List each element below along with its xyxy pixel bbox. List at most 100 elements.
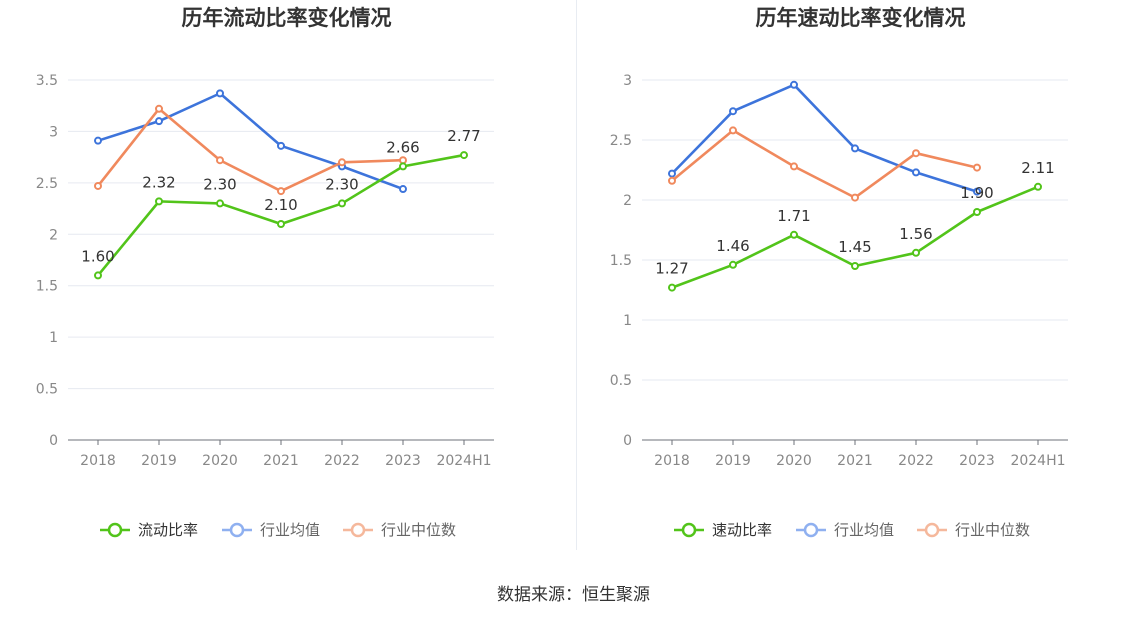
data-point: [912, 248, 920, 257]
data-point: [216, 156, 224, 165]
data-point: [912, 168, 920, 177]
data-point: [790, 80, 798, 89]
data-point: [277, 141, 285, 150]
legend-marker: [229, 522, 245, 538]
data-point: [155, 117, 163, 126]
legend-marker: [803, 522, 819, 538]
quick-ratio-plot: 0 0.5 1 1.5 2 2.5 3 2018 2019 2020 2021 2022 2023 202…: [610, 73, 1068, 539]
data-label: 1.27: [655, 260, 688, 278]
data-point: [277, 220, 285, 228]
data-point: [912, 149, 920, 158]
series-line: [97, 92, 404, 191]
y-tick-label: 1.5: [36, 279, 58, 295]
data-point: [338, 158, 346, 167]
legend-label: 行业中位数: [381, 521, 456, 539]
y-tick-label: 2: [623, 193, 632, 209]
data-point: [790, 162, 798, 171]
x-tick-label: 2019: [715, 453, 751, 469]
y-tick-label: 2: [49, 227, 58, 243]
data-label: 2.30: [203, 175, 236, 193]
x-tick-label: 2018: [80, 453, 116, 469]
data-label: 2.11: [1021, 159, 1054, 177]
x-tick-label: 2024H1: [1010, 453, 1065, 469]
data-point: [94, 181, 102, 190]
data-label: 2.32: [142, 173, 175, 191]
y-tick-label: 0.5: [36, 382, 58, 398]
data-label: 1.60: [81, 247, 114, 265]
data-point: [668, 176, 676, 185]
legend-marker: [107, 522, 123, 538]
y-tick-label: 2.5: [610, 133, 632, 149]
x-tick-label: 2019: [141, 453, 177, 469]
legend-item: 流动比率: [100, 521, 198, 539]
data-point: [460, 151, 468, 160]
series-line: [671, 129, 978, 199]
y-tick-label: 0.5: [610, 373, 632, 389]
data-point: [399, 185, 407, 194]
data-point: [399, 162, 407, 171]
legend-item: 行业均值: [222, 521, 320, 539]
legend-label: 流动比率: [138, 521, 198, 539]
data-point: [729, 107, 737, 116]
data-label: 1.56: [899, 225, 932, 243]
x-tick-label: 2023: [385, 453, 421, 469]
x-tick-label: 2023: [959, 453, 995, 469]
x-tick-label: 2018: [654, 453, 690, 469]
data-source: 数据来源：恒生聚源: [497, 585, 650, 605]
data-point: [338, 199, 346, 208]
legend-label: 速动比率: [712, 521, 772, 539]
y-tick-label: 0: [623, 433, 632, 449]
data-point: [94, 271, 102, 280]
data-point: [1034, 182, 1042, 191]
x-tick-label: 2020: [202, 453, 238, 469]
legend-label: 行业中位数: [955, 521, 1030, 539]
quick-ratio-chart: 历年速动比率变化情况 0 0.5 1 1.5 2 2.5 3 2018 2019 2020 2021…: [574, 0, 1147, 560]
data-point: [277, 187, 285, 196]
y-tick-label: 3: [623, 73, 632, 89]
data-label: 1.71: [777, 207, 810, 225]
legend-marker: [681, 522, 697, 538]
legend-item: 速动比率: [674, 521, 772, 539]
data-point: [851, 193, 859, 202]
legend-label: 行业均值: [260, 521, 320, 539]
series-line: [671, 83, 978, 193]
data-point: [729, 260, 737, 269]
chart-title: 历年速动比率变化情况: [755, 6, 966, 30]
data-point: [668, 169, 676, 178]
x-tick-label: 2022: [324, 453, 360, 469]
data-label: 2.66: [386, 138, 419, 156]
data-point: [216, 199, 224, 208]
data-label: 2.30: [325, 175, 358, 193]
data-point: [973, 208, 981, 216]
data-label: 2.77: [447, 127, 480, 145]
data-point: [94, 136, 102, 145]
y-tick-label: 1: [623, 313, 632, 329]
x-tick-label: 2024H1: [436, 453, 491, 469]
y-tick-label: 1: [49, 330, 58, 346]
data-point: [668, 283, 676, 292]
data-label: 2.10: [264, 196, 297, 214]
y-tick-label: 1.5: [610, 253, 632, 269]
legend-item: 行业中位数: [917, 521, 1030, 539]
data-label: 1.46: [716, 237, 749, 255]
data-label: 1.45: [838, 238, 871, 256]
legend-item: 行业中位数: [343, 521, 456, 539]
data-point: [973, 163, 981, 172]
y-tick-label: 3: [49, 124, 58, 140]
data-point: [399, 156, 407, 165]
legend-marker: [924, 522, 940, 538]
legend-label: 行业均值: [834, 521, 894, 539]
data-point: [973, 187, 981, 196]
x-tick-label: 2021: [263, 453, 299, 469]
x-tick-label: 2020: [776, 453, 812, 469]
data-point: [729, 126, 737, 135]
legend-marker: [350, 522, 366, 538]
chart-title: 历年流动比率变化情况: [181, 6, 392, 30]
x-tick-label: 2021: [837, 453, 873, 469]
series-line: [96, 107, 404, 193]
data-point: [790, 230, 798, 239]
y-tick-label: 3.5: [36, 73, 58, 89]
data-point: [155, 104, 163, 113]
y-tick-label: 0: [49, 433, 58, 449]
current-ratio-chart: 历年流动比率变化情况 0 0.5 1 1.5 2 2.5 3 3.5 2018 2019 2020 2…: [0, 0, 573, 560]
